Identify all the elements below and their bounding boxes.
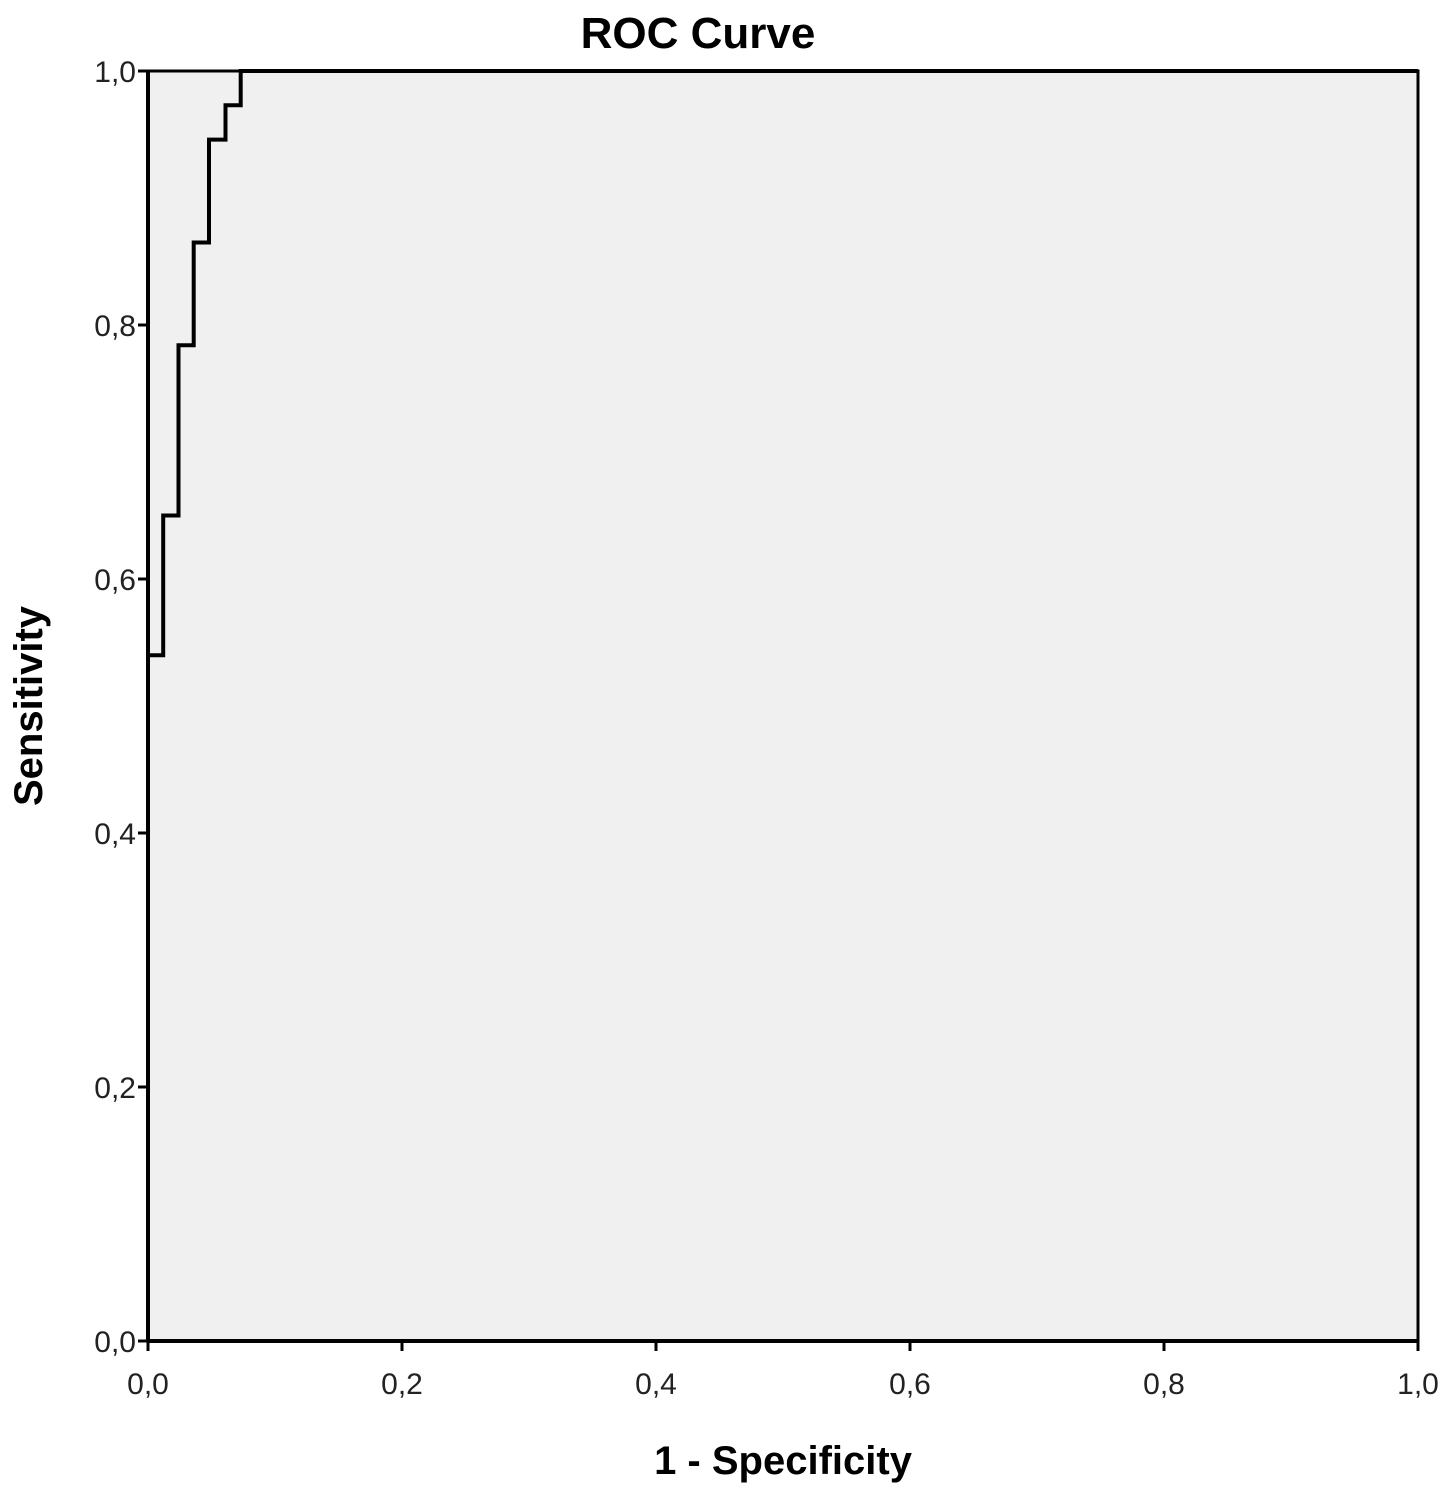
x-tick-label: 0,4 (635, 1368, 677, 1401)
x-axis-ticks: 0,0 0,2 0,4 0,6 0,8 1,0 (127, 1341, 1439, 1401)
x-axis-label: 1 - Specificity (654, 1439, 913, 1483)
x-tick-label: 0,8 (1143, 1368, 1185, 1401)
x-tick-label: 0,0 (127, 1368, 169, 1401)
y-tick-label: 1,0 (94, 56, 136, 89)
y-axis-ticks: 0,0 0,2 0,4 0,6 0,8 1,0 (94, 56, 148, 1359)
y-tick-label: 0,4 (94, 818, 136, 851)
y-tick-label: 0,2 (94, 1072, 136, 1105)
x-tick-label: 0,6 (889, 1368, 931, 1401)
y-tick-label: 0,6 (94, 564, 136, 597)
y-tick-label: 0,0 (94, 1326, 136, 1359)
chart-title: ROC Curve (581, 9, 816, 58)
y-axis-label: Sensitivity (7, 605, 51, 806)
x-tick-label: 1,0 (1397, 1368, 1439, 1401)
y-tick-label: 0,8 (94, 310, 136, 343)
plot-area (146, 69, 1420, 1343)
roc-curve-line (146, 69, 1418, 1341)
x-tick-label: 0,2 (381, 1368, 423, 1401)
series-layer (146, 69, 1418, 1341)
